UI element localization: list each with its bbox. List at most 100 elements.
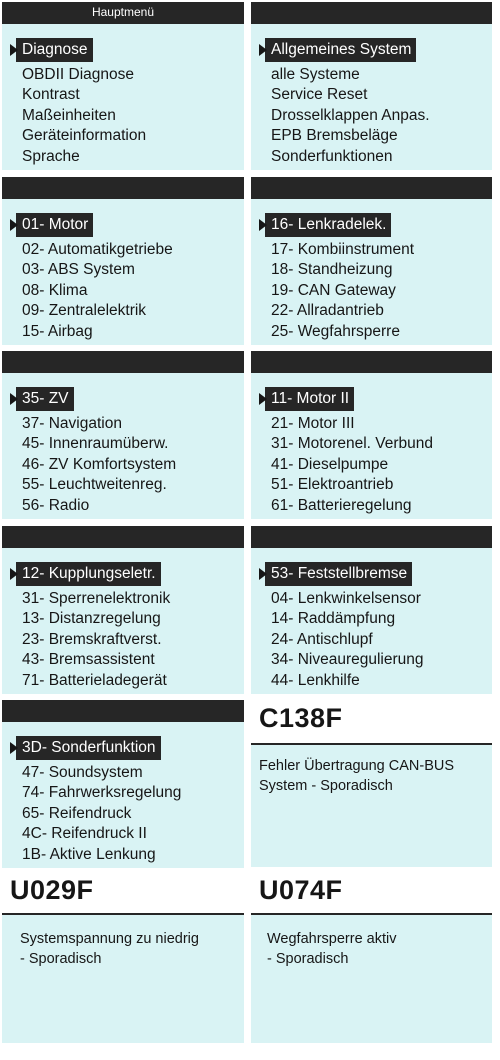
menu-panel-2: Allgemeines System alle Systeme Service Re… [251, 2, 492, 170]
menu-item[interactable]: 18- Standheizung [271, 261, 393, 279]
menu-panel-3: 01- Motor 02- Automatikgetriebe 03- ABS Sy… [2, 177, 244, 345]
menu-item[interactable]: 4C- Reifendruck II [22, 825, 147, 843]
menu-item[interactable]: Service Reset [271, 86, 368, 104]
menu-item[interactable]: Sprache [22, 147, 80, 165]
menu-item[interactable]: 25- Wegfahrsperre [271, 322, 400, 340]
menu-item[interactable]: 08- Klima [22, 281, 88, 299]
menu-item[interactable]: Geräteinformation [22, 127, 147, 145]
menu-panel-8: 53- Feststellbremse 04- Lenkwinkelsensor 1… [251, 526, 492, 694]
menu-item[interactable]: Maßeinheiten [22, 106, 116, 124]
dtc-header: U074F [251, 873, 492, 915]
menu-item[interactable]: 71- Batterieladegerät [22, 671, 167, 689]
menu-item[interactable]: 43- Bremsassistent [22, 651, 155, 669]
menu-item[interactable]: 23- Bremskraftverst. [22, 630, 162, 648]
menu-header [2, 177, 244, 199]
menu-list: 3D- Sonderfunktion 47- Soundsystem 74- Fah… [2, 736, 244, 865]
menu-item[interactable]: 04- Lenkwinkelsensor [271, 590, 421, 607]
menu-item-selected[interactable]: 01- Motor [2, 213, 244, 237]
menu-item[interactable]: 22- Allradantrieb [271, 302, 384, 320]
menu-item[interactable]: 02- Automatikgetriebe [22, 241, 173, 258]
dtc-description-line: System - Sporadisch [259, 778, 393, 794]
menu-item-selected[interactable]: 16- Lenkradelek. [251, 213, 492, 237]
menu-item[interactable]: 13- Distanzregelung [22, 610, 161, 628]
menu-item[interactable]: Drosselklappen Anpas. [271, 106, 430, 124]
dtc-panel-u029f: U029F Systemspannung zu niedrig - Sporad… [2, 873, 244, 1043]
menu-item[interactable]: 31- Sperrenelektronik [22, 590, 171, 607]
menu-header [251, 177, 492, 199]
menu-item[interactable]: 37- Navigation [22, 415, 122, 432]
dtc-description-line: - Sporadisch [267, 951, 349, 967]
dtc-header: U029F [2, 873, 244, 915]
menu-item[interactable]: EPB Bremsbeläge [271, 127, 398, 145]
menu-item[interactable]: 47- Soundsystem [22, 764, 143, 781]
menu-item-selected[interactable]: 11- Motor II [251, 387, 492, 411]
menu-header [251, 351, 492, 373]
selection-arrow-icon [10, 219, 18, 231]
menu-item[interactable]: alle Systeme [271, 66, 360, 83]
menu-item[interactable]: 45- Innenraumüberw. [22, 435, 169, 453]
menu-panel-4: 16- Lenkradelek. 17- Kombiinstrument 18- S… [251, 177, 492, 345]
menu-list: 11- Motor II 21- Motor III 31- Motorenel. … [251, 387, 492, 516]
selection-arrow-icon [10, 393, 18, 405]
selection-arrow-icon [10, 568, 18, 580]
menu-item[interactable]: 09- Zentralelektrik [22, 302, 147, 320]
dtc-code: U029F [10, 875, 94, 905]
menu-item-label: 11- Motor II [265, 387, 355, 411]
menu-item-label: 53- Feststellbremse [265, 562, 413, 586]
dtc-panel-c138f: C138F Fehler Übertragung CAN-BUS System … [251, 699, 492, 867]
dtc-description-line: - Sporadisch [20, 951, 102, 967]
menu-item[interactable]: 31- Motorenel. Verbund [271, 435, 433, 453]
menu-item-label: Allgemeines System [265, 38, 417, 62]
menu-item[interactable]: 74- Fahrwerksregelung [22, 784, 182, 802]
menu-item-selected[interactable]: 53- Feststellbremse [251, 562, 492, 586]
dtc-header: C138F [251, 699, 492, 745]
menu-header [2, 526, 244, 548]
menu-list: 35- ZV 37- Navigation 45- Innenraumüberw. 4… [2, 387, 244, 516]
menu-item[interactable]: 44- Lenkhilfe [271, 671, 360, 689]
menu-header [2, 700, 244, 722]
menu-panel-6: 11- Motor II 21- Motor III 31- Motorenel. … [251, 351, 492, 519]
menu-item[interactable]: 03- ABS System [22, 261, 135, 279]
menu-header [251, 2, 492, 24]
menu-header [251, 526, 492, 548]
dtc-description-line: Fehler Übertragung CAN-BUS [259, 758, 455, 774]
menu-item[interactable]: 24- Antischlupf [271, 630, 373, 648]
menu-header [2, 351, 244, 373]
menu-item[interactable]: 1B- Aktive Lenkung [22, 845, 156, 863]
menu-item[interactable]: Sonderfunktionen [271, 147, 393, 165]
menu-item[interactable]: 21- Motor III [271, 415, 355, 432]
menu-list: 12- Kupplungseletr. 31- Sperrenelektronik… [2, 562, 244, 691]
menu-item[interactable]: 34- Niveauregulierung [271, 651, 424, 669]
selection-arrow-icon [259, 44, 267, 56]
menu-item[interactable]: 61- Batterieregelung [271, 496, 412, 514]
menu-item[interactable]: 14- Raddämpfung [271, 610, 396, 628]
menu-item[interactable]: 19- CAN Gateway [271, 281, 396, 299]
menu-list: 16- Lenkradelek. 17- Kombiinstrument 18- S… [251, 213, 492, 342]
menu-item-selected[interactable]: 3D- Sonderfunktion [2, 736, 244, 760]
selection-arrow-icon [259, 393, 267, 405]
menu-item-label: 35- ZV [16, 387, 74, 411]
selection-arrow-icon [259, 568, 267, 580]
menu-item-label: 01- Motor [16, 213, 94, 237]
menu-list: 53- Feststellbremse 04- Lenkwinkelsensor 1… [251, 562, 492, 691]
menu-item-selected[interactable]: 35- ZV [2, 387, 244, 411]
menu-item[interactable]: 56- Radio [22, 496, 90, 514]
menu-item[interactable]: Kontrast [22, 86, 80, 104]
menu-item[interactable]: 17- Kombiinstrument [271, 241, 415, 258]
menu-item-selected[interactable]: Allgemeines System [251, 38, 492, 62]
selection-arrow-icon [10, 44, 18, 56]
menu-item[interactable]: 46- ZV Komfortsystem [22, 455, 177, 473]
menu-panel-9: 3D- Sonderfunktion 47- Soundsystem 74- Fah… [2, 700, 244, 868]
menu-item[interactable]: 55- Leuchtweitenreg. [22, 476, 167, 494]
menu-item-selected[interactable]: 12- Kupplungseletr. [2, 562, 244, 586]
menu-item[interactable]: 51- Elektroantrieb [271, 476, 394, 494]
menu-item-selected[interactable]: Diagnose [2, 38, 244, 62]
menu-item[interactable]: 15- Airbag [22, 322, 93, 340]
menu-item[interactable]: 41- Dieselpumpe [271, 455, 389, 473]
dtc-description-line: Wegfahrsperre aktiv [267, 931, 397, 947]
menu-item[interactable]: OBDII Diagnose [22, 66, 134, 83]
menu-item-label: 3D- Sonderfunktion [16, 736, 161, 760]
menu-header: Hauptmenü [2, 2, 244, 24]
menu-item[interactable]: 65- Reifendruck [22, 804, 132, 822]
dtc-description-line: Systemspannung zu niedrig [20, 931, 199, 947]
